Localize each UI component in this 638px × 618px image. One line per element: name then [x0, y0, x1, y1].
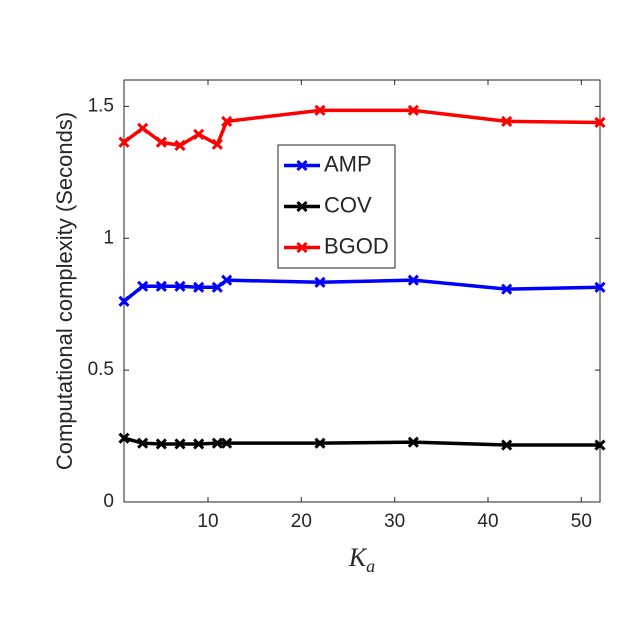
marker — [407, 104, 419, 116]
marker — [118, 432, 130, 444]
marker — [221, 115, 233, 127]
marker — [407, 436, 419, 448]
marker — [137, 280, 149, 292]
marker — [221, 274, 233, 286]
x-label-sub: a — [366, 556, 375, 576]
x-tick-label: 50 — [571, 511, 592, 532]
legend-label: AMP — [324, 151, 372, 176]
marker — [501, 115, 513, 127]
marker — [155, 280, 167, 292]
marker — [594, 281, 606, 293]
marker — [118, 136, 130, 148]
marker — [314, 276, 326, 288]
marker — [174, 280, 186, 292]
marker — [155, 438, 167, 450]
legend-label: COV — [324, 192, 372, 217]
marker — [137, 437, 149, 449]
legend-label: BGOD — [324, 233, 389, 258]
marker — [155, 136, 167, 148]
x-tick-label: 10 — [197, 511, 218, 532]
legend-marker — [296, 159, 308, 172]
marker — [314, 437, 326, 449]
marker — [193, 438, 205, 450]
marker — [118, 295, 130, 307]
y-tick-label: 1 — [103, 227, 114, 248]
marker — [407, 274, 419, 286]
marker — [193, 128, 205, 140]
marker — [211, 281, 223, 293]
marker — [193, 281, 205, 293]
y-tick-label: 0 — [103, 491, 114, 512]
y-axis-label: Computational complexity (Seconds) — [52, 112, 77, 470]
x-label-main: K — [348, 543, 368, 572]
y-tick-label: 1.5 — [88, 95, 114, 116]
marker — [501, 283, 513, 295]
marker — [594, 439, 606, 451]
marker — [221, 437, 233, 449]
x-tick-label: 40 — [477, 511, 498, 532]
marker — [501, 439, 513, 451]
x-tick-label: 20 — [291, 511, 312, 532]
marker — [314, 104, 326, 116]
marker — [174, 438, 186, 450]
x-tick-label: 30 — [384, 511, 405, 532]
marker — [211, 138, 223, 150]
y-tick-label: 0.5 — [88, 359, 114, 380]
marker — [174, 139, 186, 151]
marker — [594, 116, 606, 129]
legend-marker — [296, 200, 308, 213]
x-axis-label: Ka — [348, 543, 375, 576]
legend-marker — [296, 241, 308, 254]
marker — [137, 122, 149, 134]
marker — [211, 437, 223, 449]
